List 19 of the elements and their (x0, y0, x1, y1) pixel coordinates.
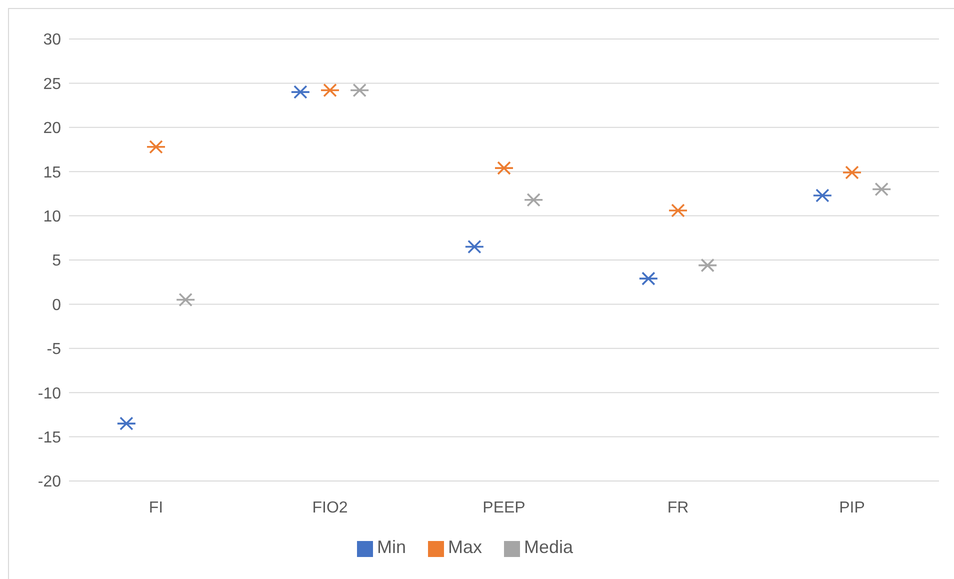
x-tick-label: FR (667, 499, 689, 516)
y-tick-label: 30 (43, 32, 62, 49)
y-tick-label: -15 (38, 429, 62, 446)
x-tick-label: PIP (839, 499, 865, 516)
legend-label: Min (376, 537, 406, 557)
y-tick-label: 5 (52, 252, 62, 270)
y-tick-label: -5 (46, 341, 62, 358)
y-tick-label: 0 (52, 296, 62, 314)
y-tick-label: 20 (43, 120, 62, 138)
y-tick-label: 25 (43, 76, 62, 93)
legend-label: Max (448, 537, 482, 557)
y-tick-label: 15 (43, 164, 62, 182)
x-tick-label: FIO2 (312, 499, 348, 516)
x-tick-label: PEEP (482, 499, 526, 516)
legend-label: Media (524, 537, 574, 557)
y-tick-label: 10 (43, 208, 62, 226)
x-tick-label: FI (148, 499, 164, 516)
y-tick-label: -10 (38, 385, 62, 402)
y-tick-label: -20 (38, 474, 62, 491)
